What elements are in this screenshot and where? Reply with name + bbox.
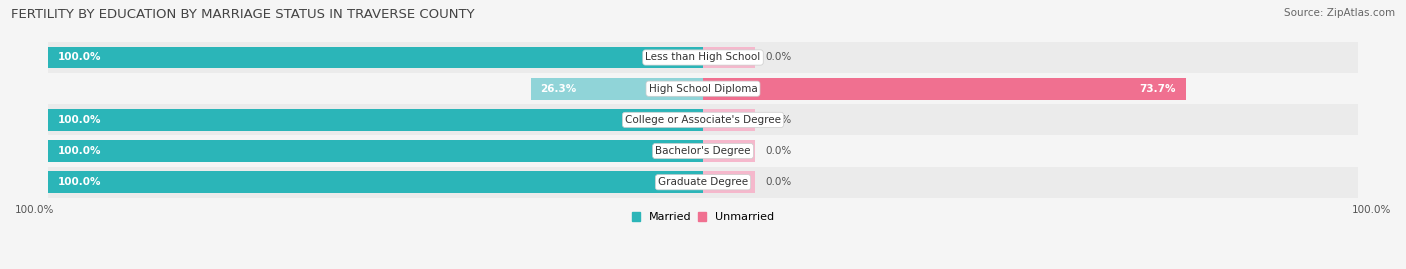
Bar (703, 78, 1185, 100)
Text: High School Diploma: High School Diploma (648, 84, 758, 94)
Text: 100.0%: 100.0% (58, 146, 101, 156)
Bar (48, 171, 703, 193)
Text: Less than High School: Less than High School (645, 52, 761, 62)
Bar (48, 109, 703, 131)
Text: 0.0%: 0.0% (765, 115, 792, 125)
Bar (48, 73, 1358, 104)
Bar (530, 78, 703, 100)
Bar (703, 140, 755, 162)
Text: 26.3%: 26.3% (540, 84, 576, 94)
Bar (48, 47, 703, 68)
Bar (703, 171, 755, 193)
Text: FERTILITY BY EDUCATION BY MARRIAGE STATUS IN TRAVERSE COUNTY: FERTILITY BY EDUCATION BY MARRIAGE STATU… (11, 8, 475, 21)
Bar (48, 42, 1358, 73)
Bar (48, 167, 1358, 198)
Legend: Married, Unmarried: Married, Unmarried (627, 207, 779, 226)
Text: 0.0%: 0.0% (765, 52, 792, 62)
Text: 100.0%: 100.0% (15, 205, 55, 215)
Text: 100.0%: 100.0% (58, 52, 101, 62)
Text: Source: ZipAtlas.com: Source: ZipAtlas.com (1284, 8, 1395, 18)
Bar (703, 109, 755, 131)
Bar (48, 136, 1358, 167)
Text: Graduate Degree: Graduate Degree (658, 177, 748, 187)
Text: 100.0%: 100.0% (58, 177, 101, 187)
Text: 100.0%: 100.0% (1351, 205, 1391, 215)
Text: College or Associate's Degree: College or Associate's Degree (626, 115, 780, 125)
Bar (703, 47, 755, 68)
Bar (48, 140, 703, 162)
Text: 100.0%: 100.0% (58, 115, 101, 125)
Text: 73.7%: 73.7% (1140, 84, 1175, 94)
Text: 0.0%: 0.0% (765, 146, 792, 156)
Bar (48, 104, 1358, 136)
Text: 0.0%: 0.0% (765, 177, 792, 187)
Text: Bachelor's Degree: Bachelor's Degree (655, 146, 751, 156)
